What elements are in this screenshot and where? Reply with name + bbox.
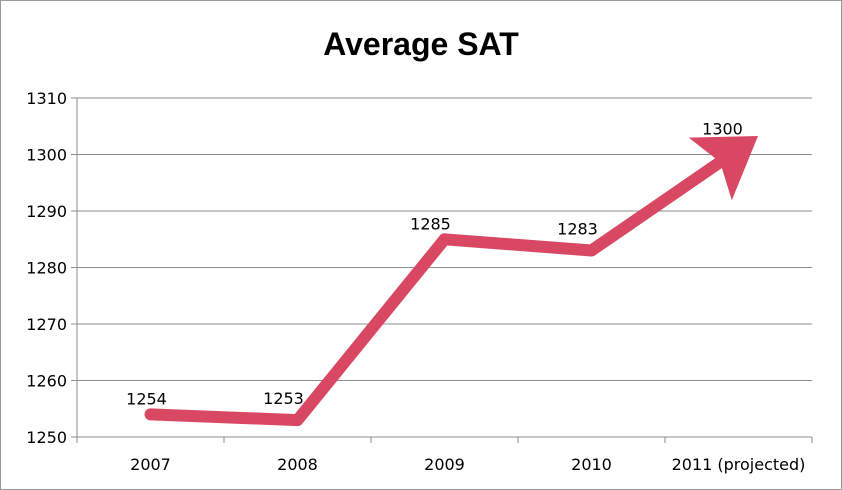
x-tick-label: 2009 [424, 455, 465, 474]
data-label: 1254 [126, 389, 167, 408]
y-tick-label: 1270 [26, 315, 67, 334]
arrow-head [688, 136, 758, 201]
y-tick-label: 1260 [26, 372, 67, 391]
data-labels: 1254 1253 1285 1283 1300 [126, 120, 743, 409]
series-line [144, 156, 727, 427]
axes [71, 97, 813, 443]
data-label: 1300 [702, 120, 743, 139]
x-tick-label: 2010 [571, 455, 612, 474]
y-tick-label: 1310 [26, 89, 67, 108]
gridlines [77, 97, 812, 381]
y-tick-label: 1280 [26, 259, 67, 278]
x-tick-label: 2011 (projected) [672, 455, 806, 474]
y-tick-label: 1290 [26, 202, 67, 221]
data-label: 1253 [263, 389, 304, 408]
y-tick-label: 1250 [26, 428, 67, 447]
chart-title: Average SAT [323, 26, 519, 62]
y-tick-labels: 1250 1260 1270 1280 1290 1300 1310 [26, 89, 67, 447]
data-label: 1285 [410, 214, 451, 233]
x-tick-labels: 2007 2008 2009 2010 2011 (projected) [130, 455, 805, 474]
x-tick-label: 2008 [277, 455, 318, 474]
x-tick-label: 2007 [130, 455, 171, 474]
series [144, 136, 758, 427]
y-tick-label: 1300 [26, 146, 67, 165]
data-label: 1283 [557, 220, 598, 239]
